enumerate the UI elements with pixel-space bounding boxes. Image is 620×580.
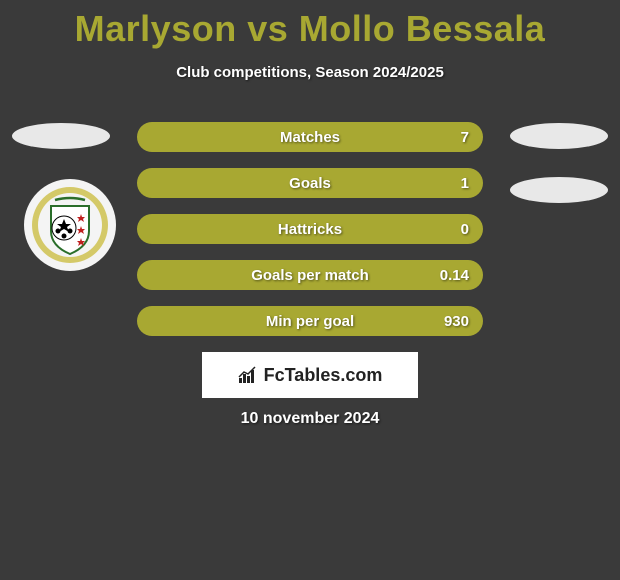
stat-value: 0.14 (440, 267, 469, 284)
stats-container: Matches 7 Goals 1 Hattricks 0 Goals per … (137, 122, 483, 352)
stat-value: 7 (461, 129, 469, 146)
stat-value: 1 (461, 175, 469, 192)
logo-label: FcTables.com (264, 365, 383, 386)
avatar-placeholder-right-2 (510, 177, 608, 203)
avatar-placeholder-right-1 (510, 123, 608, 149)
stat-row-matches: Matches 7 (137, 122, 483, 152)
club-crest-icon (31, 186, 109, 264)
stat-row-goals-per-match: Goals per match 0.14 (137, 260, 483, 290)
stat-label: Goals (289, 175, 331, 192)
page-title: Marlyson vs Mollo Bessala (0, 0, 620, 50)
subtitle: Club competitions, Season 2024/2025 (0, 64, 620, 81)
stat-row-goals: Goals 1 (137, 168, 483, 198)
stat-label: Goals per match (251, 267, 369, 284)
stat-label: Min per goal (266, 313, 354, 330)
stat-value: 0 (461, 221, 469, 238)
chart-icon (238, 366, 260, 384)
stat-row-min-per-goal: Min per goal 930 (137, 306, 483, 336)
stat-label: Hattricks (278, 221, 342, 238)
stat-value: 930 (444, 313, 469, 330)
stat-label: Matches (280, 129, 340, 146)
club-badge (24, 179, 116, 271)
source-logo: FcTables.com (202, 352, 418, 398)
stat-row-hattricks: Hattricks 0 (137, 214, 483, 244)
date-label: 10 november 2024 (0, 410, 620, 428)
avatar-placeholder-left-1 (12, 123, 110, 149)
